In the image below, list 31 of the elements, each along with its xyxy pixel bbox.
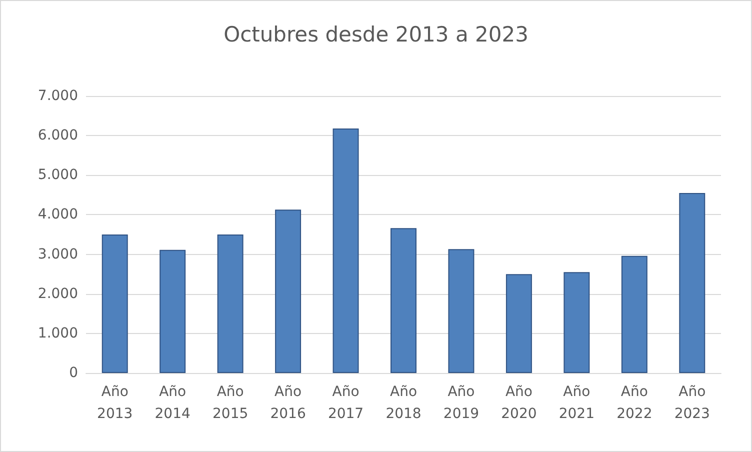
x-tick-label: Año 2014	[154, 384, 190, 422]
x-tick-label: Año 2020	[501, 384, 537, 422]
bar	[679, 192, 706, 373]
bar	[102, 234, 128, 373]
y-tick-label: 0	[69, 365, 78, 381]
x-tick-label: Año 2019	[443, 384, 480, 422]
bar	[564, 272, 590, 373]
x-tick-label: Año 2016	[270, 384, 306, 422]
y-tick-label: 3.000	[38, 246, 78, 262]
bar	[160, 250, 186, 373]
x-tick-label: Año 2018	[386, 384, 422, 422]
x-tick-label: Año 2022	[616, 384, 652, 422]
x-tick-label: Año 2021	[558, 384, 594, 422]
y-tick-label: 6.000	[38, 128, 78, 144]
bar	[217, 234, 244, 373]
x-tick-label: Año 2015	[212, 384, 248, 422]
x-tick-label: Año 2013	[97, 384, 133, 422]
y-tick-label: 5.000	[38, 167, 78, 184]
bar	[448, 249, 474, 373]
y-tick-label: 4.000	[38, 206, 78, 223]
y-tick-label: 7.000	[38, 88, 78, 104]
bar	[506, 274, 532, 373]
chart-title: Octubres desde 2013 a 2023	[224, 22, 528, 46]
x-tick-label: Año 2017	[328, 384, 364, 422]
y-tick-label: 1.000	[38, 325, 78, 342]
x-tick-label: Año 2023	[674, 384, 710, 422]
bar	[390, 228, 416, 373]
y-tick-label: 2.000	[38, 286, 78, 302]
bar	[621, 256, 648, 373]
bar	[332, 128, 359, 373]
bar	[275, 210, 302, 373]
